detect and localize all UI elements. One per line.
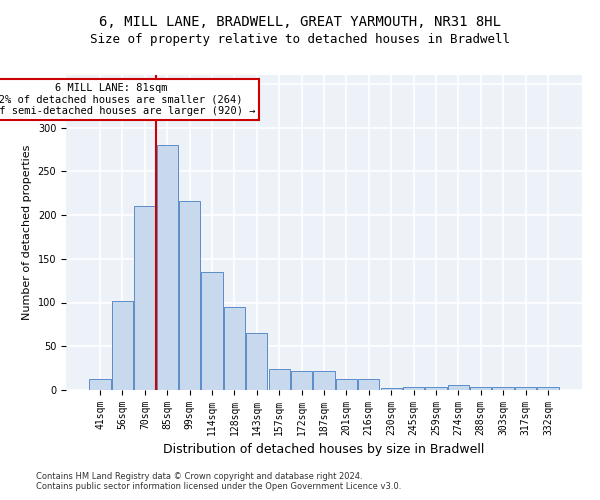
- Bar: [336, 378, 357, 390]
- Bar: [291, 371, 312, 390]
- Bar: [493, 386, 514, 390]
- Bar: [313, 371, 335, 390]
- Bar: [89, 378, 111, 390]
- Bar: [134, 206, 155, 390]
- Bar: [246, 333, 268, 390]
- Bar: [179, 201, 200, 390]
- Bar: [403, 388, 424, 390]
- Bar: [269, 369, 290, 390]
- Text: Contains public sector information licensed under the Open Government Licence v3: Contains public sector information licen…: [36, 482, 401, 491]
- Text: 6, MILL LANE, BRADWELL, GREAT YARMOUTH, NR31 8HL: 6, MILL LANE, BRADWELL, GREAT YARMOUTH, …: [99, 15, 501, 29]
- Bar: [202, 272, 223, 390]
- Bar: [224, 307, 245, 390]
- Bar: [537, 388, 559, 390]
- Text: Size of property relative to detached houses in Bradwell: Size of property relative to detached ho…: [90, 32, 510, 46]
- Bar: [112, 300, 133, 390]
- Bar: [470, 386, 491, 390]
- Bar: [515, 388, 536, 390]
- Bar: [380, 388, 402, 390]
- Text: Contains HM Land Registry data © Crown copyright and database right 2024.: Contains HM Land Registry data © Crown c…: [36, 472, 362, 481]
- Bar: [425, 386, 446, 390]
- Bar: [448, 385, 469, 390]
- Bar: [358, 378, 379, 390]
- Text: 6 MILL LANE: 81sqm
← 22% of detached houses are smaller (264)
77% of semi-detach: 6 MILL LANE: 81sqm ← 22% of detached hou…: [0, 83, 255, 116]
- X-axis label: Distribution of detached houses by size in Bradwell: Distribution of detached houses by size …: [163, 444, 485, 456]
- Bar: [157, 145, 178, 390]
- Y-axis label: Number of detached properties: Number of detached properties: [22, 145, 32, 320]
